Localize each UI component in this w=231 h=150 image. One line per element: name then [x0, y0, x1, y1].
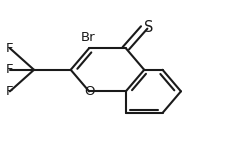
- Text: F: F: [6, 42, 14, 55]
- Text: F: F: [6, 63, 14, 76]
- Text: O: O: [84, 85, 94, 98]
- Text: S: S: [144, 20, 153, 35]
- Text: F: F: [6, 85, 14, 98]
- Text: Br: Br: [81, 31, 95, 44]
